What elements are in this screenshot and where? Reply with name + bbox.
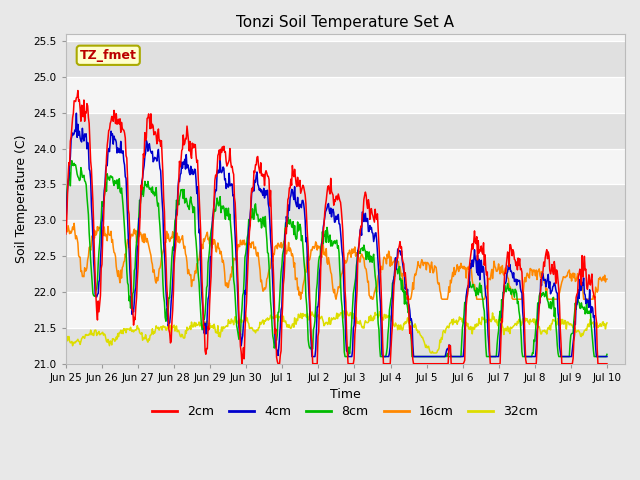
- Bar: [66, 220, 625, 256]
- Bar: [66, 328, 625, 364]
- Bar: [66, 256, 625, 292]
- Y-axis label: Soil Temperature (C): Soil Temperature (C): [15, 134, 28, 263]
- Title: Tonzi Soil Temperature Set A: Tonzi Soil Temperature Set A: [236, 15, 454, 30]
- X-axis label: Time: Time: [330, 388, 361, 401]
- Bar: [66, 113, 625, 149]
- Bar: [66, 77, 625, 113]
- Bar: [66, 184, 625, 220]
- Bar: [66, 292, 625, 328]
- Text: TZ_fmet: TZ_fmet: [80, 49, 137, 62]
- Bar: [66, 149, 625, 184]
- Bar: [66, 41, 625, 77]
- Legend: 2cm, 4cm, 8cm, 16cm, 32cm: 2cm, 4cm, 8cm, 16cm, 32cm: [147, 400, 543, 423]
